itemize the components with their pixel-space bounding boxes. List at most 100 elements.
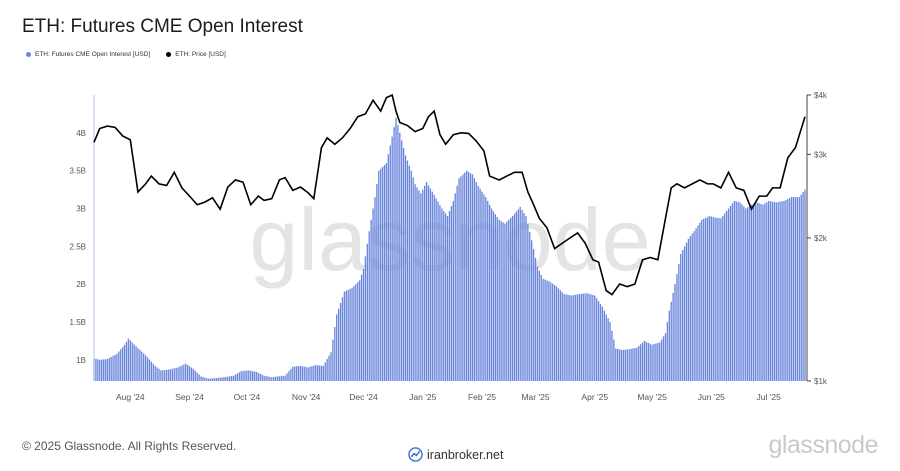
oi-bar [768, 200, 770, 381]
oi-bar [531, 240, 533, 381]
oi-bar [452, 200, 454, 381]
oi-bar [492, 211, 495, 381]
oi-bar [211, 378, 214, 381]
oi-bar [655, 343, 657, 381]
oi-bar [299, 365, 302, 381]
oi-bar [557, 288, 560, 381]
oi-bar [368, 231, 370, 381]
oi-bar [519, 206, 521, 381]
oi-bar [790, 197, 793, 381]
oi-bar [542, 278, 544, 381]
oi-bar [380, 168, 382, 381]
oi-bar [525, 216, 527, 381]
oi-bar [488, 204, 491, 381]
oi-bar [521, 210, 523, 381]
oi-bar [546, 280, 548, 381]
oi-bar [777, 202, 779, 381]
x-tick-label: Dec '24 [349, 392, 378, 402]
oi-bar [313, 365, 315, 381]
oi-bar [295, 366, 298, 381]
oi-bar [601, 306, 604, 381]
oi-bar [762, 204, 764, 381]
oi-bar [315, 365, 317, 381]
oi-bar [617, 348, 619, 381]
oi-bar [366, 243, 368, 381]
oi-bar [290, 368, 292, 381]
oi-bar [334, 327, 336, 381]
oi-bar [183, 364, 185, 381]
oi-bar [253, 371, 256, 381]
oi-bar [504, 223, 506, 381]
oi-bar [731, 203, 734, 381]
oi-bar [374, 197, 376, 381]
oi-bar [660, 339, 663, 381]
oi-bar [706, 217, 709, 381]
oi-bar [712, 217, 714, 381]
oi-bar [555, 286, 558, 381]
oi-bar [498, 219, 500, 381]
oi-bar [506, 221, 508, 381]
oi-bar [615, 348, 617, 381]
chart-title: ETH: Futures CME Open Interest [22, 16, 303, 37]
broker-badge[interactable]: iranbroker.net [408, 447, 503, 462]
oi-bar [626, 349, 628, 381]
legend-item-open-interest[interactable]: ETH: Futures CME Open Interest [USD] [26, 51, 150, 58]
oi-bar [584, 293, 586, 381]
oi-bar [639, 344, 642, 381]
oi-bar [532, 249, 535, 381]
oi-bar [135, 346, 137, 381]
oi-bar [305, 367, 307, 381]
oi-bar [574, 294, 577, 381]
oi-bar [282, 375, 284, 381]
oi-bar [697, 225, 699, 381]
oi-bar [490, 208, 493, 381]
oi-bar [422, 189, 424, 381]
oi-bar [695, 228, 697, 381]
chart-axes: 1B 1.5B 2B 2.5B 3B 3.5B 4B $1k $2k $3k $4k Aug '24 S… [70, 91, 828, 402]
oi-bar [611, 330, 613, 381]
oi-bar [775, 202, 777, 381]
oi-bar [223, 377, 225, 381]
oi-bar [127, 338, 130, 381]
oi-bar [746, 207, 749, 381]
x-tick-label: Jun '25 [698, 392, 725, 402]
oi-bar [729, 205, 732, 381]
oi-bar [286, 373, 288, 381]
oi-bar [787, 199, 789, 381]
oi-bar [167, 369, 170, 381]
oi-bar [402, 147, 405, 381]
oi-bar [114, 354, 116, 381]
oi-bar [190, 367, 193, 381]
oi-bar [406, 160, 409, 381]
oi-bar [748, 205, 751, 381]
oi-bar [462, 174, 464, 381]
oi-bar [154, 365, 156, 381]
oi-bar [425, 182, 428, 381]
oi-bar [122, 346, 124, 381]
oi-bar [206, 378, 208, 381]
oi-bar [630, 348, 632, 381]
oi-bar [563, 293, 565, 381]
oi-bar [250, 370, 252, 381]
oi-bar [664, 333, 667, 381]
oi-bar [393, 127, 395, 381]
oi-bar [131, 342, 133, 381]
oi-bar [118, 351, 120, 381]
oi-bar [509, 217, 512, 381]
oi-bar [108, 358, 110, 381]
oi-bar [162, 370, 164, 381]
oi-bar [594, 295, 596, 381]
oi-bar [229, 376, 231, 381]
price-line [93, 93, 806, 296]
oi-bar [280, 376, 282, 381]
x-tick-label: Jan '25 [409, 392, 436, 402]
oi-bar [341, 297, 344, 381]
oi-bar [725, 210, 728, 381]
oi-bar [242, 370, 244, 381]
legend-item-price[interactable]: ETH: Price [USD] [166, 51, 226, 58]
oi-bar [445, 213, 447, 381]
oi-bar [435, 198, 437, 381]
oi-bar [324, 362, 326, 381]
oi-bar [651, 344, 653, 381]
footer-logo: glassnode [768, 431, 879, 459]
